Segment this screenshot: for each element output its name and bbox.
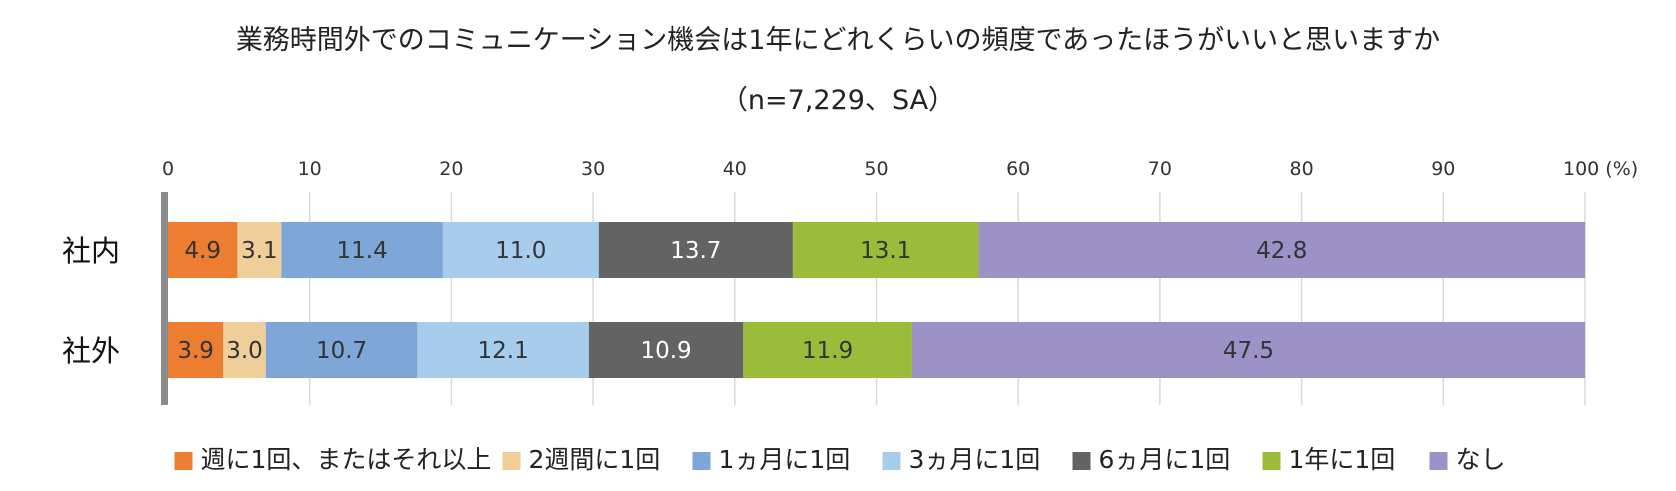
data-label: 3.9 — [177, 338, 214, 364]
x-tick-label: 20 — [439, 158, 463, 180]
x-tick-label: 30 — [581, 158, 605, 180]
legend-swatch — [882, 452, 901, 470]
bar-segment — [237, 222, 282, 278]
legend-label: なし — [1456, 445, 1506, 474]
bar-segment — [978, 222, 1585, 278]
x-tick-label: 80 — [1290, 158, 1314, 180]
bar-segment — [598, 222, 793, 278]
x-tick-label: 100 (%) — [1563, 158, 1638, 180]
legend: 週に1回、またはそれ以上 2週間に1回 1ヵ月に1回 3ヵ月に1回 6ヵ月に1回 1年に1… — [174, 445, 1506, 474]
x-tick-label: 60 — [1006, 158, 1030, 180]
x-tick-label: 40 — [723, 158, 747, 180]
x-tick-label: 90 — [1431, 158, 1455, 180]
bar-segment — [911, 322, 1585, 378]
x-tick-label: 10 — [298, 158, 322, 180]
data-label: 11.9 — [802, 338, 853, 364]
data-label: 47.5 — [1223, 338, 1274, 364]
x-axis-ticks: 0 10 20 30 40 50 60 70 80 90 100 (%) — [162, 158, 1638, 180]
category-label: 社外 — [62, 334, 120, 368]
bar-segment — [265, 322, 418, 378]
data-label: 12.1 — [478, 338, 529, 364]
bar-segment — [588, 322, 744, 378]
bar-segment — [417, 322, 589, 378]
bar-segment — [281, 222, 443, 278]
legend-swatch — [692, 452, 711, 470]
legend-label: 1年に1回 — [1289, 445, 1396, 474]
bar-segment — [442, 222, 599, 278]
data-label: 10.7 — [316, 338, 367, 364]
legend-label: 2週間に1回 — [529, 445, 661, 474]
data-labels: 4.9 3.1 11.4 11.0 13.7 13.1 42.8 3.9 3.0 10.7 12.1… — [177, 238, 1307, 364]
data-label: 3.1 — [241, 238, 278, 264]
bar-segment — [792, 222, 979, 278]
data-label: 4.9 — [184, 238, 221, 264]
bar-segment — [743, 322, 912, 378]
data-label: 42.8 — [1256, 238, 1307, 264]
bars — [168, 222, 1585, 378]
legend-swatch — [1072, 452, 1091, 470]
chart-subtitle: （n=7,229、SA） — [720, 85, 956, 116]
legend-label: 3ヵ月に1回 — [909, 445, 1041, 474]
x-tick-label: 0 — [162, 158, 174, 180]
legend-swatch — [1262, 452, 1281, 470]
chart-title: 業務時間外でのコミュニケーション機会は1年にどれくらいの頻度であったほうがいいと… — [235, 25, 1441, 56]
data-label: 13.7 — [670, 238, 721, 264]
data-label: 11.0 — [495, 238, 546, 264]
bar-segment — [223, 322, 266, 378]
legend-label: 6ヵ月に1回 — [1099, 445, 1231, 474]
y-axis-line — [161, 192, 168, 405]
x-tick-label: 50 — [864, 158, 888, 180]
data-label: 11.4 — [337, 238, 388, 264]
bar-segment — [168, 322, 224, 378]
legend-swatch — [174, 452, 193, 470]
x-tick-label: 70 — [1148, 158, 1172, 180]
data-label: 3.0 — [226, 338, 263, 364]
category-label: 社内 — [62, 234, 120, 268]
data-label: 10.9 — [640, 338, 691, 364]
legend-label: 週に1回、またはそれ以上 — [201, 445, 492, 474]
data-label: 13.1 — [860, 238, 911, 264]
bar-segment — [168, 222, 238, 278]
legend-label: 1ヵ月に1回 — [719, 445, 851, 474]
legend-swatch — [502, 452, 521, 470]
legend-swatch — [1429, 452, 1448, 470]
